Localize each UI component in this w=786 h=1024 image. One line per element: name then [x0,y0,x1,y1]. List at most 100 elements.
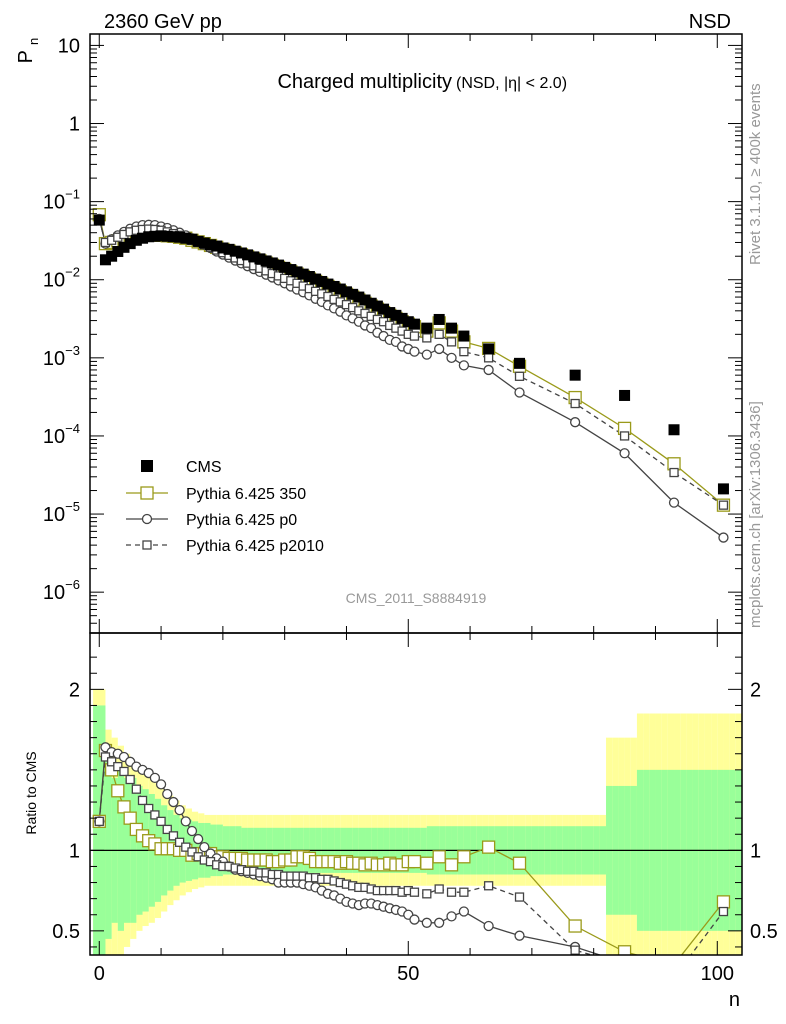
cms-point [248,251,260,263]
cms-point [93,214,105,226]
cms-point [514,357,526,369]
y-tick-label: 10 [58,35,80,57]
x-tick-label: 100 [701,963,734,985]
data-point [434,343,445,355]
cms-point [353,291,365,303]
cms-point [285,264,297,276]
y-tick-mantissa: 1 [69,114,80,136]
y-axis-label-subscript: n [26,38,41,45]
ratio-point [193,833,204,845]
ratio-y-axis-label: Ratio to CMS [23,751,39,834]
cms-point [137,232,149,244]
legend-marker [141,513,153,525]
chart-subtitle: (NSD, |η| < 2.0) [456,75,567,92]
data-point [668,497,680,508]
data-point [619,431,630,441]
process-label: NSD [689,11,731,33]
y-tick-label: 10−2 [43,265,80,292]
y-axis-label-group: P n [15,38,41,64]
cms-point [396,312,408,324]
cms-point [433,313,445,325]
cms-point [402,316,414,328]
data-point [421,349,432,360]
y-tick-exponent: −2 [65,265,80,280]
legend-label: Pythia 6.425 p2010 [186,538,324,555]
source-label: mcplots.cern.ch [arXiv:1306.3436] [747,401,764,628]
data-point [570,398,580,409]
analysis-tag: CMS_2011_S8884919 [346,590,487,606]
ratio-point [568,919,582,933]
cms-band-inner [742,770,748,931]
cms-point [365,297,377,309]
cms-point [279,261,291,273]
ratio-y-tick-label-left: 2 [69,679,80,701]
ratio-point [100,752,111,762]
cms-point [334,283,346,295]
data-point [514,387,525,398]
data-point [446,337,457,347]
ratio-y-tick-label-right: 0.5 [750,921,778,943]
cms-point [211,240,223,252]
legend-marker-cms [141,460,153,472]
energy-label: 2360 GeV pp [104,11,222,33]
data-point [569,417,581,428]
ratio-point [481,840,496,854]
cms-point [217,242,229,254]
cms-point [384,307,396,319]
cms-point [229,245,241,257]
cms-point [223,243,235,255]
cms-point [192,235,204,247]
cms-point [340,286,352,298]
x-ticks: 0 50 100 [94,34,734,985]
ratio-point [123,811,137,825]
ratio-point [125,774,135,785]
y-tick-exponent: −3 [65,343,80,358]
ratio-point [131,784,142,794]
ratio-point [174,804,185,816]
data-point [409,331,420,341]
ratio-point [444,858,459,872]
ratio-point [137,795,148,806]
cms-point [149,230,161,242]
cms-point [266,257,278,269]
main-plot-area [92,208,731,543]
x-axis-label: n [729,989,740,1011]
cms-point [112,245,124,257]
y-tick-mantissa: 10 [43,426,65,448]
ratio-point [422,889,432,899]
data-point [446,352,457,363]
ratio-point [459,887,469,897]
cms-point [198,237,210,249]
cms-point [421,322,433,334]
ratio-point [181,842,191,852]
cms-point [668,424,680,436]
ratio-y-tick-label-right: 2 [750,679,761,701]
cms-point [186,233,198,245]
cms-point [619,389,631,401]
cms-point [161,230,173,242]
ratio-point [620,959,629,968]
ratio-point [457,850,471,864]
ratio-y-ticks: 2 2 1 1 0.5 0.5 [52,656,778,948]
ratio-point [155,779,167,790]
cms-point [106,250,118,262]
ratio-point [483,920,494,932]
ratio-point [106,757,117,767]
y-tick-mantissa: 10 [43,504,65,526]
cms-point [328,280,340,292]
y-tick-exponent: −6 [65,577,80,592]
ratio-point [156,816,166,827]
cms-point [378,303,390,315]
rivet-label: Rivet 3.1.10, ≥ 400k events [747,83,764,265]
cms-point [408,318,420,330]
cms-point [143,231,155,243]
ratio-point [432,850,446,864]
y-tick-exponent: −4 [65,421,80,436]
ratio-point [670,974,678,982]
cms-point [167,231,179,243]
y-tick-exponent: −5 [65,499,80,514]
y-tick-label: 1 [69,114,80,136]
x-tick-label: 50 [397,963,419,985]
ratio-point [94,816,104,827]
